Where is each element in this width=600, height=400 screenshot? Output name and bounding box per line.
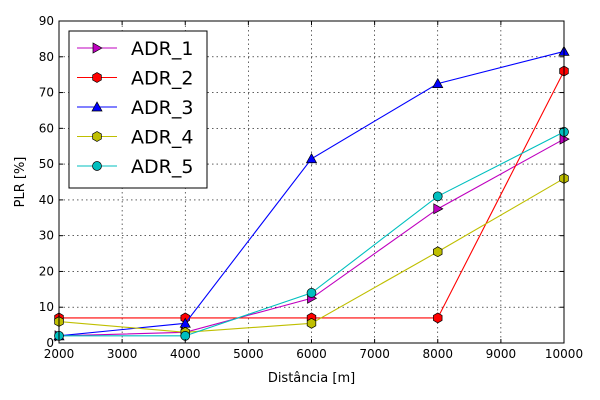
legend-marker: [92, 42, 103, 54]
data-point: [305, 153, 318, 164]
legend-label: ADR_1: [131, 38, 193, 60]
x-tick-label: 10000: [545, 347, 583, 361]
y-axis-title: PLR [%]: [13, 157, 28, 208]
legend: ADR_1 ADR_2 ADR_3 ADR_4 ADR_5: [68, 30, 208, 189]
legend-item: ADR_2: [77, 68, 193, 90]
y-tick-label: 90: [39, 14, 54, 28]
legend-marker: [92, 131, 102, 142]
series-group: [53, 45, 570, 342]
legend-item: ADR_3: [77, 97, 193, 119]
legend-box: [68, 30, 208, 189]
y-tick-label: 80: [39, 50, 54, 64]
legend-marker: [92, 72, 102, 83]
x-tick-label: 6000: [296, 347, 327, 361]
data-point: [306, 288, 317, 298]
data-point: [432, 77, 444, 88]
grid: [59, 21, 564, 343]
legend-marker: [92, 161, 102, 171]
data-point: [180, 330, 191, 341]
y-tick-label: 10: [39, 300, 54, 314]
legend-label: ADR_2: [131, 68, 193, 90]
legend-label: ADR_5: [131, 156, 193, 178]
data-point: [433, 246, 443, 258]
y-tick-label: 50: [39, 157, 54, 171]
y-tick-label: 0: [46, 336, 54, 350]
legend-item: ADR_5: [77, 156, 193, 178]
axis-ticks: 2000 3000 4000 5000 6000 7000 8000 9000 10000 0 10…: [39, 14, 583, 361]
x-tick-label: 8000: [422, 347, 453, 361]
data-point: [432, 191, 443, 202]
data-point: [433, 312, 443, 324]
y-tick-label: 30: [39, 229, 54, 243]
legend-marker: [91, 101, 103, 112]
y-tick-label: 40: [39, 193, 54, 207]
y-tick-label: 20: [39, 264, 54, 278]
x-tick-label: 3000: [107, 347, 138, 361]
x-tick-label: 4000: [170, 347, 201, 361]
x-tick-label: 7000: [359, 347, 390, 361]
data-point: [433, 203, 444, 215]
y-tick-label: 60: [39, 121, 54, 135]
y-tick-label: 70: [39, 86, 54, 100]
legend-item: ADR_1: [77, 38, 193, 60]
x-tick-label: 2000: [44, 347, 75, 361]
data-point: [306, 317, 317, 329]
x-axis-title: Distância [m]: [268, 371, 355, 386]
legend-label: ADR_4: [131, 127, 193, 149]
legend-label: ADR_3: [131, 97, 193, 119]
x-tick-label: 9000: [486, 347, 517, 361]
legend-item: ADR_4: [77, 127, 193, 149]
x-tick-label: 5000: [233, 347, 264, 361]
